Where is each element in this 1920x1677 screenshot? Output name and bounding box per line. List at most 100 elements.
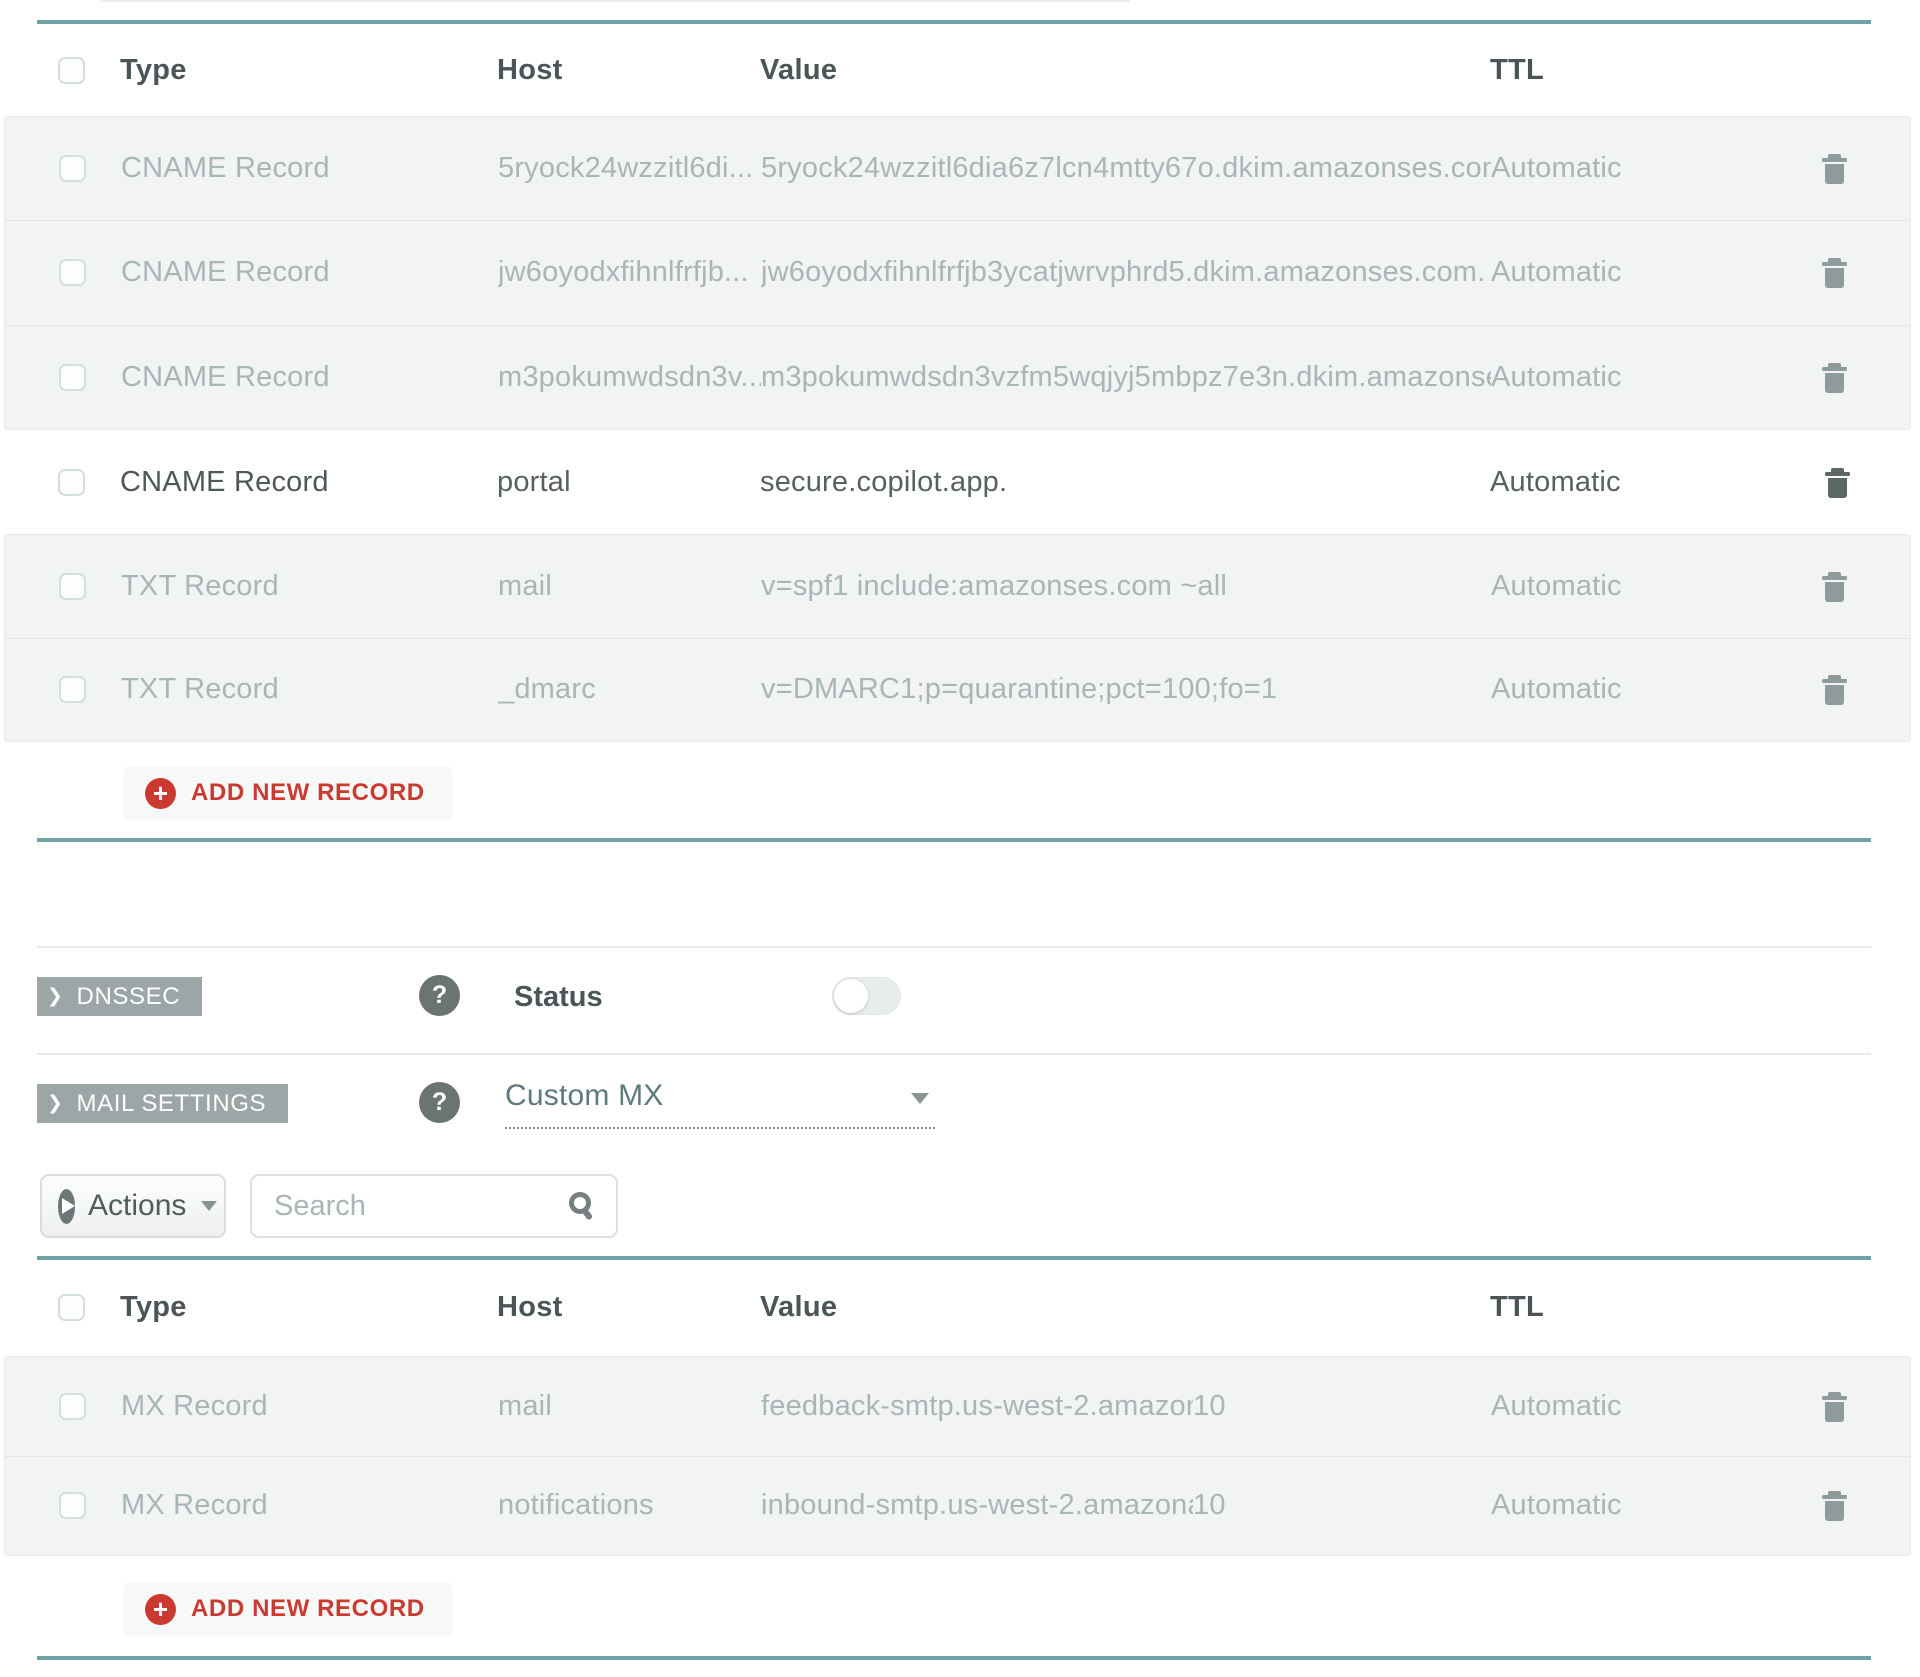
help-icon[interactable]: ? <box>419 975 460 1016</box>
dnssec-status-label: Status <box>514 981 603 1013</box>
add-new-record-button[interactable]: + ADD NEW RECORD <box>123 1582 453 1636</box>
row-checkbox[interactable] <box>5 363 121 391</box>
table-row: CNAME Record 5ryock24wzzitl6di... 5ryock… <box>5 117 1910 220</box>
delete-record-icon[interactable] <box>1821 362 1848 393</box>
column-header-value: Value <box>760 1290 838 1323</box>
row-checkbox[interactable] <box>5 155 121 183</box>
mail-settings-selected-value: Custom MX <box>505 1079 664 1112</box>
tag-chevron-icon: ❯ <box>47 986 64 1007</box>
select-all-checkbox[interactable] <box>0 56 120 84</box>
plus-icon: + <box>145 1593 176 1625</box>
record-value: secure.copilot.app. <box>760 465 1008 498</box>
record-type: TXT Record <box>121 569 279 602</box>
record-host: _dmarc <box>498 673 596 706</box>
record-value: inbound-smtp.us-west-2.amazonaw... <box>761 1489 1193 1522</box>
delete-record-icon[interactable] <box>1824 467 1851 498</box>
actions-button[interactable]: Actions <box>40 1174 226 1238</box>
record-group-txt: TXT Record mail v=spf1 include:amazonses… <box>4 534 1911 742</box>
mx-table-header: Type Host Value TTL <box>0 1260 1920 1354</box>
top-hairline <box>100 0 1130 2</box>
column-header-type: Type <box>120 1290 187 1323</box>
record-ttl: Automatic <box>1491 569 1622 602</box>
select-all-checkbox[interactable] <box>0 1293 120 1321</box>
row-checkbox[interactable] <box>5 1392 121 1420</box>
record-ttl: Automatic <box>1491 152 1622 185</box>
table-row: MX Record mail feedback-smtp.us-west-2.a… <box>5 1357 1910 1456</box>
record-ttl: Automatic <box>1491 673 1622 706</box>
record-ttl: Automatic <box>1491 1489 1622 1522</box>
table-row: TXT Record mail v=spf1 include:amazonses… <box>5 535 1910 638</box>
record-value: jw6oyodxfihnlfrfjb3ycatjwrvphrd5.dkim.am… <box>761 256 1486 289</box>
mail-settings-row: ❯ MAIL SETTINGS ? Custom MX <box>0 1053 1920 1160</box>
section-divider-bottom <box>37 1656 1871 1660</box>
chevron-down-icon <box>911 1093 929 1104</box>
record-host: 5ryock24wzzitl6di... <box>498 152 754 185</box>
row-checkbox[interactable] <box>5 259 121 287</box>
table-row: CNAME Record m3pokumwdsdn3v... m3pokumwd… <box>5 324 1910 429</box>
row-checkbox[interactable] <box>5 1492 121 1520</box>
search-box <box>250 1174 618 1238</box>
record-value: feedback-smtp.us-west-2.amazonse... <box>761 1389 1193 1422</box>
record-value: m3pokumwdsdn3vzfm5wqjyj5mbpz7e3n.dkim.am… <box>761 360 1491 393</box>
section-divider-top <box>37 20 1871 24</box>
mail-settings-tag-label: MAIL SETTINGS <box>76 1089 267 1117</box>
delete-record-icon[interactable] <box>1821 153 1848 185</box>
add-new-record-label: ADD NEW RECORD <box>191 779 425 806</box>
dnssec-toggle[interactable] <box>832 977 901 1015</box>
table-row-portal: CNAME Record portal secure.copilot.app. … <box>0 430 1920 534</box>
record-priority: 10 <box>1193 1489 1226 1522</box>
search-icon[interactable] <box>566 1190 598 1222</box>
record-type: TXT Record <box>121 673 279 706</box>
row-checkbox[interactable] <box>0 468 120 496</box>
row-checkbox[interactable] <box>5 676 121 704</box>
toggle-knob <box>834 979 868 1013</box>
table-row: MX Record notifications inbound-smtp.us-… <box>5 1455 1910 1556</box>
record-host: notifications <box>498 1489 654 1522</box>
record-host: portal <box>497 465 571 498</box>
record-type: CNAME Record <box>121 152 330 185</box>
record-host: m3pokumwdsdn3v... <box>498 360 761 393</box>
column-header-ttl: TTL <box>1490 1290 1545 1323</box>
row-divider <box>37 1053 1871 1055</box>
record-ttl: Automatic <box>1490 465 1621 498</box>
delete-record-icon[interactable] <box>1821 1391 1848 1422</box>
record-value: 5ryock24wzzitl6dia6z7lcn4mtty67o.dkim.am… <box>761 152 1491 185</box>
records-table-header: Type Host Value TTL <box>0 24 1920 116</box>
mail-settings-tag: ❯ MAIL SETTINGS <box>37 1084 289 1123</box>
delete-record-icon[interactable] <box>1821 571 1848 602</box>
record-group-mx: MX Record mail feedback-smtp.us-west-2.a… <box>4 1356 1911 1556</box>
section-divider <box>37 838 1871 842</box>
mail-settings-select[interactable]: Custom MX <box>505 1079 935 1129</box>
delete-record-icon[interactable] <box>1821 674 1848 706</box>
delete-record-icon[interactable] <box>1821 257 1848 289</box>
add-new-record-button[interactable]: + ADD NEW RECORD <box>123 766 453 820</box>
record-group-dkim: CNAME Record 5ryock24wzzitl6di... 5ryock… <box>4 116 1911 430</box>
table-row: TXT Record _dmarc v=DMARC1;p=quarantine;… <box>5 637 1910 742</box>
record-host: mail <box>498 569 552 602</box>
record-ttl: Automatic <box>1491 360 1622 393</box>
record-ttl: Automatic <box>1491 256 1622 289</box>
table-row: CNAME Record jw6oyodxfihnlfrfjb... jw6oy… <box>5 220 1910 324</box>
section-divider <box>37 1256 1871 1260</box>
help-icon[interactable]: ? <box>419 1082 460 1123</box>
actions-button-label: Actions <box>88 1189 187 1222</box>
record-priority: 10 <box>1193 1389 1226 1422</box>
dnssec-row: ❯ DNSSEC ? Status <box>0 946 1920 1053</box>
delete-record-icon[interactable] <box>1821 1490 1848 1522</box>
record-type: CNAME Record <box>121 256 330 289</box>
column-header-type: Type <box>120 53 187 86</box>
column-header-host: Host <box>497 53 563 86</box>
record-type: CNAME Record <box>120 465 329 498</box>
row-checkbox[interactable] <box>5 572 121 600</box>
record-type: CNAME Record <box>121 360 330 393</box>
search-input[interactable] <box>252 1176 616 1236</box>
record-type: MX Record <box>121 1489 268 1522</box>
record-value: v=DMARC1;p=quarantine;pct=100;fo=1 <box>761 673 1278 706</box>
column-header-value: Value <box>760 53 838 86</box>
record-ttl: Automatic <box>1491 1389 1622 1422</box>
record-value: v=spf1 include:amazonses.com ~all <box>761 569 1228 602</box>
record-host: jw6oyodxfihnlfrfjb... <box>498 256 749 289</box>
row-divider <box>37 946 1871 948</box>
dnssec-tag-label: DNSSEC <box>76 982 181 1010</box>
dnssec-tag: ❯ DNSSEC <box>37 977 203 1016</box>
